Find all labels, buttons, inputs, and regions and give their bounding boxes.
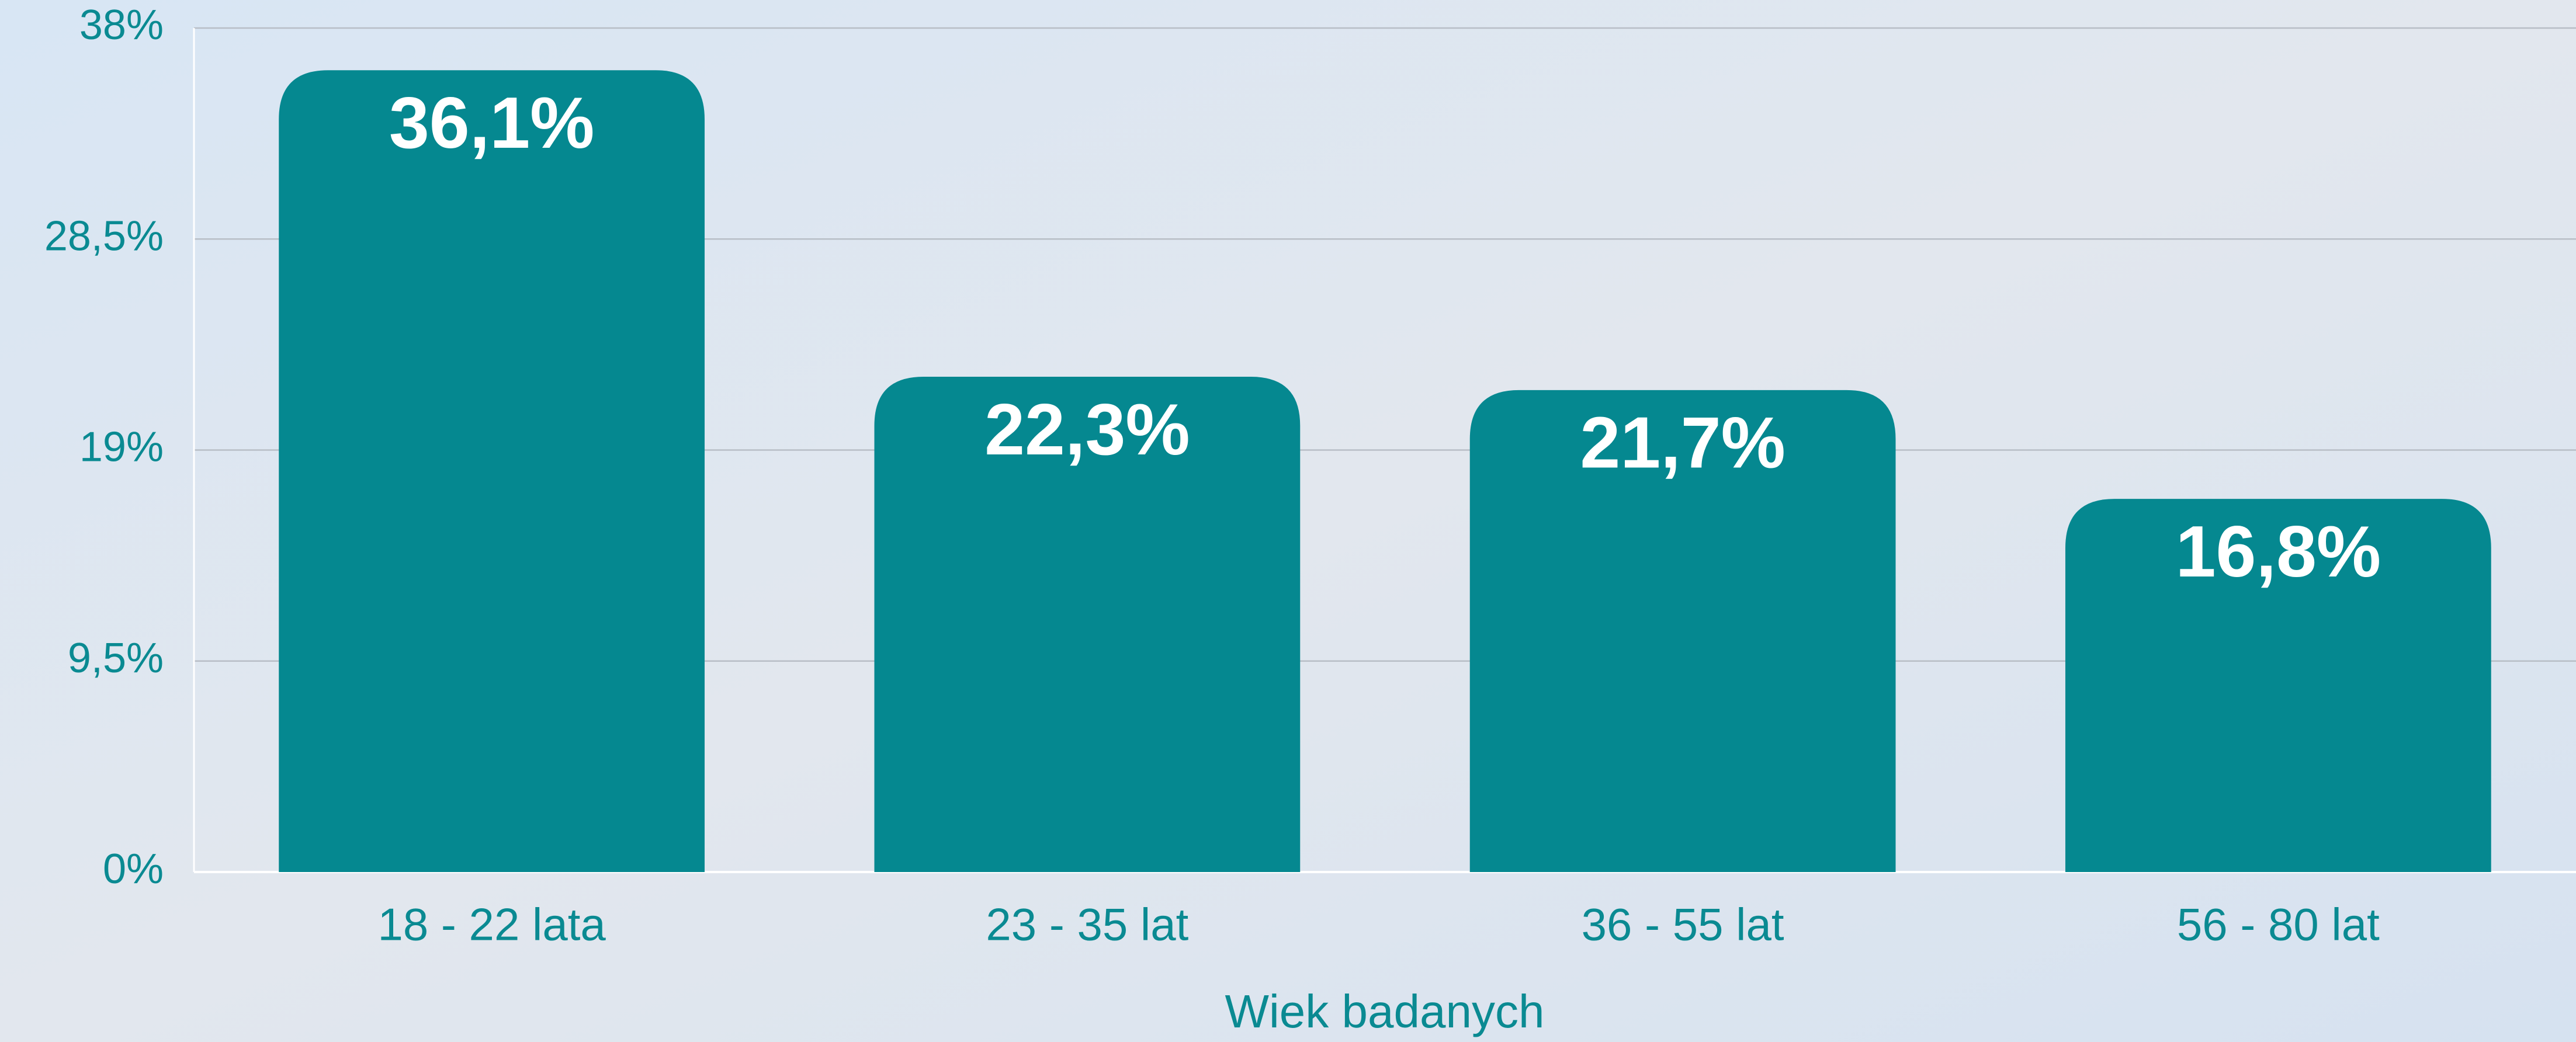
bar <box>279 70 705 872</box>
x-axis-title: Wiek badanych <box>1225 985 1545 1037</box>
value-label: 16,8% <box>2176 512 2381 592</box>
y-tick-label: 0% <box>103 846 164 892</box>
x-tick-label: 23 - 35 lat <box>986 899 1188 950</box>
value-label: 22,3% <box>984 390 1190 470</box>
bar <box>2065 499 2491 872</box>
x-tick-label: 56 - 80 lat <box>2177 899 2380 950</box>
y-tick-label: 9,5% <box>68 635 164 682</box>
x-tick-label: 18 - 22 lata <box>377 899 606 950</box>
y-tick-label: 19% <box>79 424 164 471</box>
y-tick-label: 38% <box>79 2 164 48</box>
bar <box>874 377 1301 872</box>
y-tick-label: 28,5% <box>44 213 164 259</box>
bar <box>1469 390 1896 872</box>
value-label: 21,7% <box>1580 403 1785 484</box>
value-label: 36,1% <box>389 83 595 164</box>
x-tick-label: 36 - 55 lat <box>1582 899 1784 950</box>
